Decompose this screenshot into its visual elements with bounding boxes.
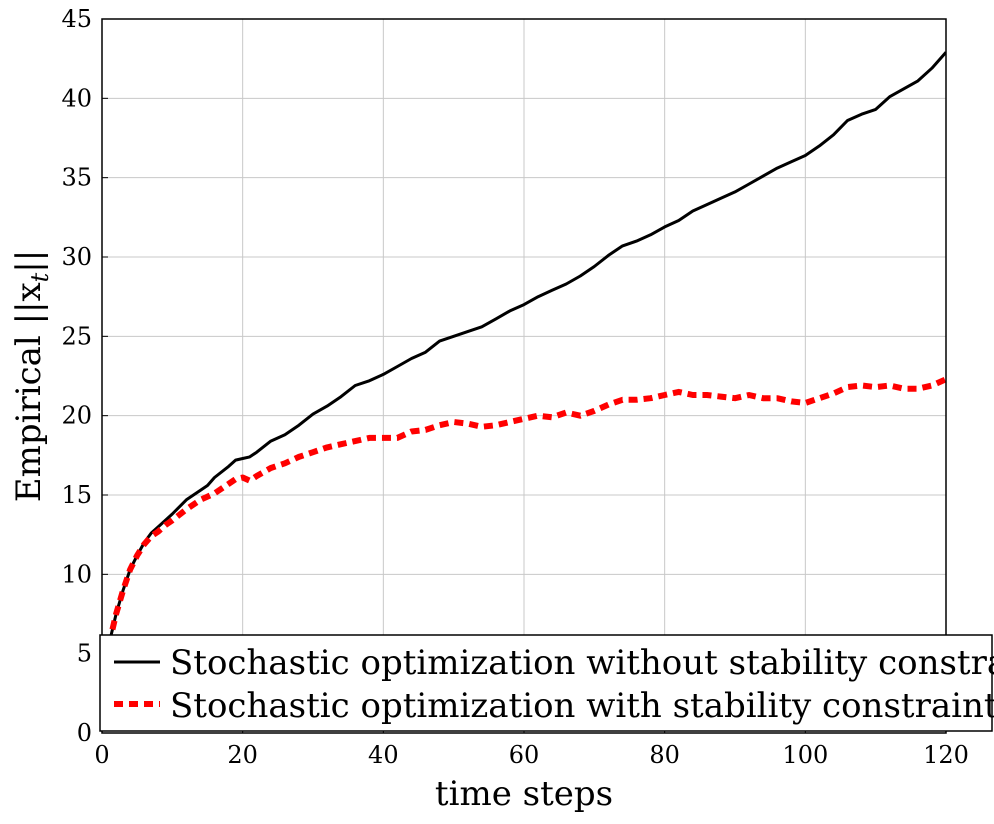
y-axis-label-subscript: t [26,272,54,282]
y-tick-label: 20 [61,402,92,430]
y-tick-label: 5 [77,640,92,668]
legend: Stochastic optimization without stabilit… [99,634,994,732]
x-axis-label: time steps [435,774,613,814]
legend-entry-with-constraint: Stochastic optimization with stability c… [170,686,994,726]
series-line-without-constraint [107,51,946,645]
y-tick-label: 45 [61,5,92,33]
x-axis-ticks: 0 20 40 60 80 100 120 [94,727,969,769]
y-tick-label: 0 [77,719,92,747]
x-tick-label: 100 [782,741,828,769]
y-axis-label-main: Empirical ||x [9,282,49,502]
x-tick-label: 40 [368,741,399,769]
y-tick-label: 35 [61,164,92,192]
y-axis-ticks: 0 5 10 15 20 25 30 35 40 45 [61,5,108,747]
x-tick-label: 20 [227,741,258,769]
y-tick-label: 15 [61,481,92,509]
y-tick-label: 25 [61,322,92,350]
y-tick-label: 10 [61,560,92,588]
y-axis-label-suffix: || [9,250,49,273]
y-tick-label: 30 [61,243,92,271]
legend-box [99,634,993,732]
x-tick-label: 120 [923,741,969,769]
y-tick-label: 40 [61,84,92,112]
series-line-with-constraint [106,376,946,645]
grid [101,18,947,734]
y-axis-label: Empirical ||xt|| [9,250,54,502]
x-tick-label: 60 [509,741,540,769]
legend-entry-without-constraint: Stochastic optimization without stabilit… [170,643,994,683]
series-layer [106,51,946,645]
x-tick-label: 0 [94,741,109,769]
x-tick-label: 80 [649,741,680,769]
